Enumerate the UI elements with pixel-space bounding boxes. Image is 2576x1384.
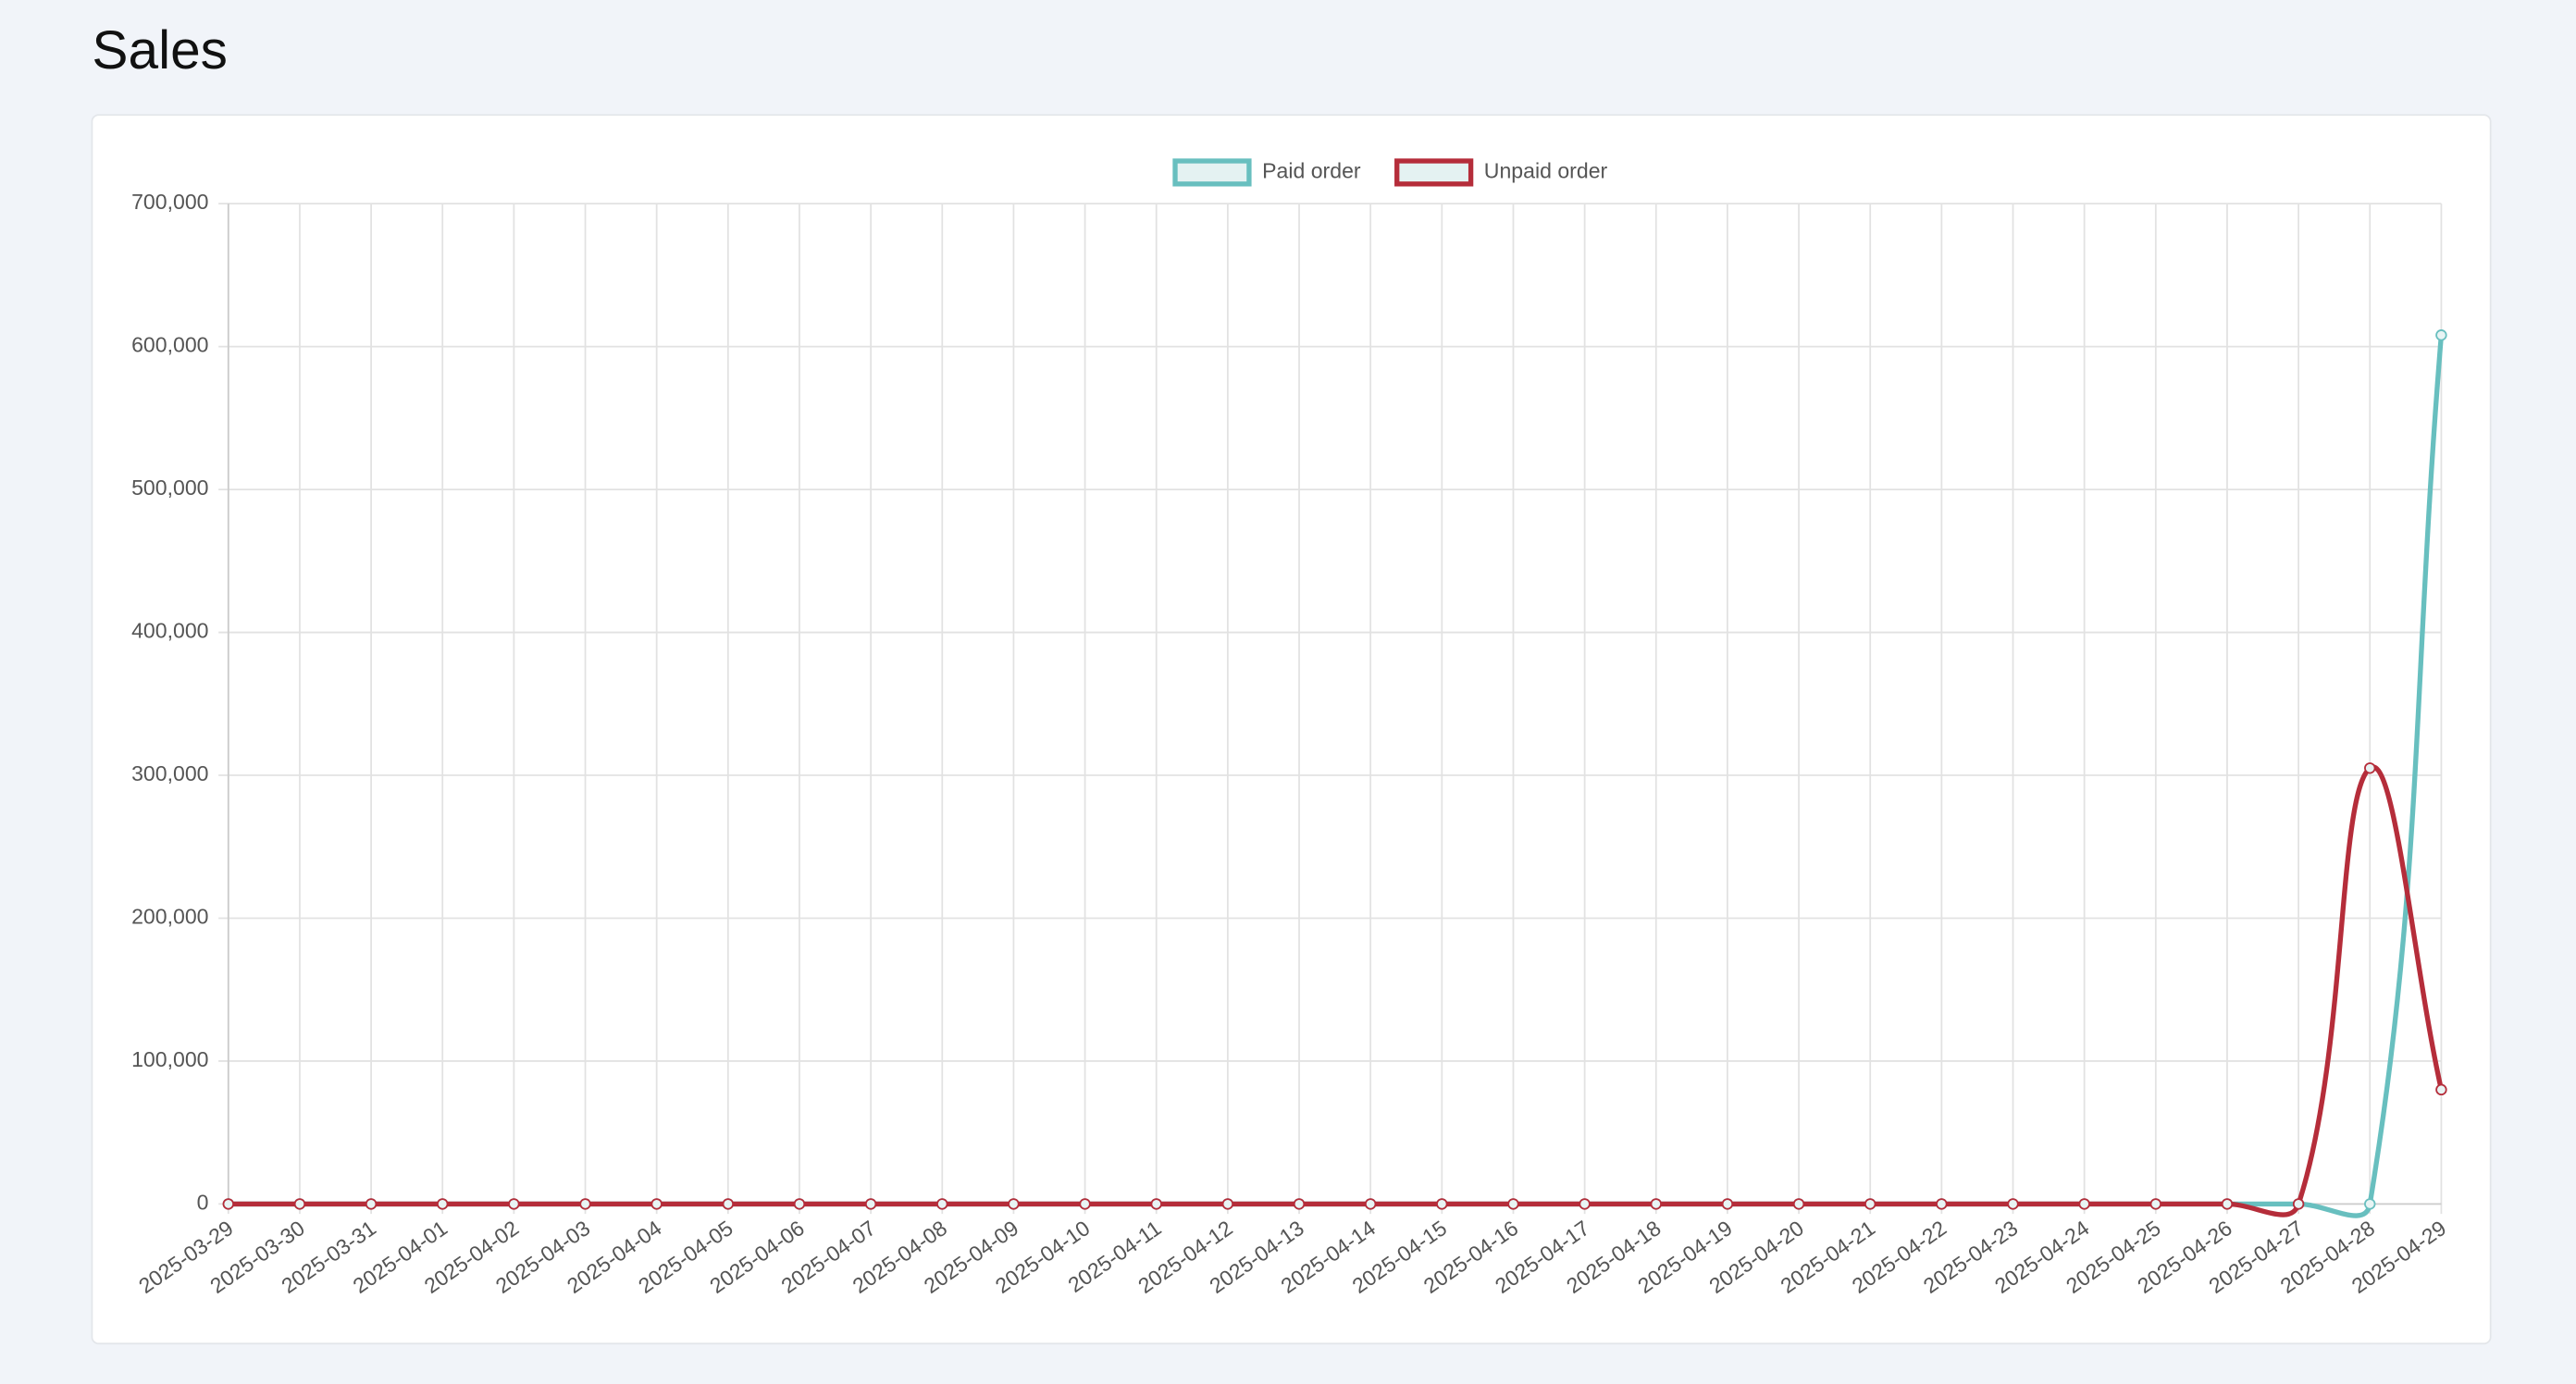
data-point <box>793 1198 806 1210</box>
data-point <box>2292 1198 2305 1210</box>
data-point <box>2149 1198 2162 1210</box>
data-point <box>293 1198 306 1210</box>
data-point <box>1364 1198 1377 1210</box>
y-tick-label: 700,000 <box>131 190 208 214</box>
data-point <box>2435 329 2447 341</box>
data-point <box>1150 1198 1162 1210</box>
data-point <box>1864 1198 1876 1210</box>
y-tick-label: 600,000 <box>131 333 208 357</box>
data-point <box>365 1198 378 1210</box>
data-point <box>1650 1198 1662 1210</box>
data-point <box>1293 1198 1306 1210</box>
data-point <box>1579 1198 1591 1210</box>
data-point <box>864 1198 877 1210</box>
data-point <box>579 1198 591 1210</box>
y-tick-label: 400,000 <box>131 619 208 643</box>
data-point <box>1221 1198 1234 1210</box>
data-point <box>2221 1198 2234 1210</box>
legend-swatch <box>1172 158 1252 187</box>
legend-label: Paid order <box>1262 159 1361 183</box>
data-point <box>650 1198 663 1210</box>
page-title: Sales <box>92 20 228 80</box>
data-point <box>1507 1198 1519 1210</box>
data-point <box>1436 1198 1448 1210</box>
data-point <box>2364 762 2376 774</box>
data-point <box>508 1198 520 1210</box>
data-point <box>1721 1198 1734 1210</box>
y-tick-label: 300,000 <box>131 761 208 785</box>
data-point <box>222 1198 235 1210</box>
data-point <box>2007 1198 2019 1210</box>
data-point <box>1079 1198 1091 1210</box>
y-tick-label: 100,000 <box>131 1047 208 1071</box>
data-point <box>1936 1198 1948 1210</box>
legend-label: Unpaid order <box>1484 159 1608 183</box>
y-tick-label: 200,000 <box>131 905 208 929</box>
data-point <box>1792 1198 1805 1210</box>
data-point <box>2435 1083 2447 1096</box>
data-point <box>1008 1198 1020 1210</box>
data-point <box>722 1198 735 1210</box>
data-point <box>2364 1198 2376 1210</box>
data-point <box>437 1198 449 1210</box>
data-point <box>2078 1198 2090 1210</box>
y-tick-label: 0 <box>197 1191 209 1215</box>
y-tick-label: 500,000 <box>131 476 208 500</box>
data-point <box>936 1198 948 1210</box>
legend-swatch <box>1394 158 1474 187</box>
chart-card <box>91 114 2492 1345</box>
